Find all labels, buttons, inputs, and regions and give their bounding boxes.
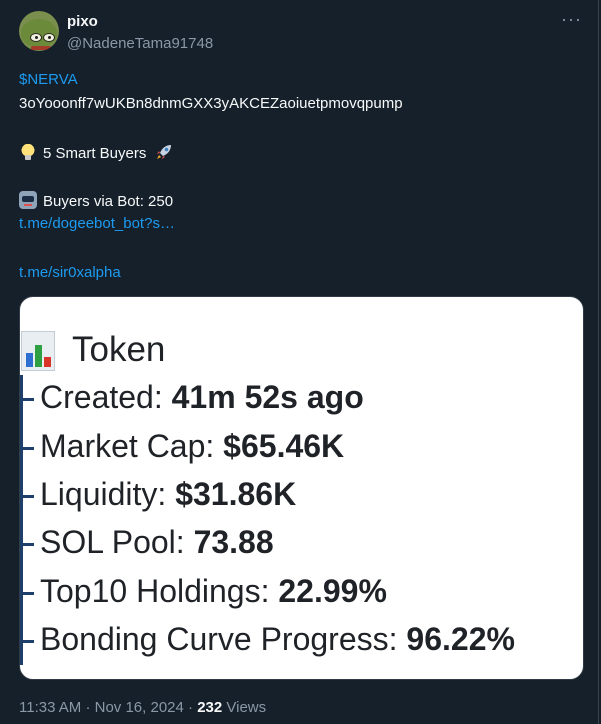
tweet-date[interactable]: Nov 16, 2024 [94, 699, 184, 716]
tweet-meta: 11:33 AM · Nov 16, 2024 · 232 Views [19, 699, 267, 716]
card-title: Token [72, 330, 166, 369]
tree-line [20, 375, 23, 665]
token-row-liquidity: Liquidity: $31.86K [20, 472, 296, 516]
row-value: 73.88 [193, 524, 274, 560]
dogeebot-link[interactable]: t.me/dogeebot_bot?s… [19, 215, 175, 232]
pepe-face-icon [21, 19, 57, 50]
smart-buyers-text: 5 Smart Buyers [43, 145, 147, 162]
bar-chart-icon [21, 331, 55, 371]
row-label: Liquidity: [40, 476, 176, 512]
row-value: $65.46K [223, 428, 345, 464]
buyers-via-bot-line: Buyers via Bot: 250 [19, 191, 173, 212]
token-info-image[interactable]: Token Created: 41m 52s ago Market Cap: $… [19, 296, 584, 680]
row-label: Market Cap: [40, 428, 224, 464]
sir0xalpha-link[interactable]: t.me/sir0xalpha [19, 264, 121, 281]
robot-icon [19, 191, 37, 209]
token-row-sol-pool: SOL Pool: 73.88 [20, 520, 274, 564]
rocket-icon [156, 145, 171, 159]
buyers-via-bot-text: Buyers via Bot: 250 [43, 193, 174, 210]
views-label: Views [226, 699, 267, 716]
more-options-icon[interactable]: ··· [561, 9, 582, 29]
token-row-market-cap: Market Cap: $65.46K [20, 424, 344, 468]
row-label: Created: [40, 379, 172, 415]
lightbulb-icon [19, 143, 37, 161]
token-row-top10: Top10 Holdings: 22.99% [20, 569, 387, 613]
row-value: $31.86K [175, 476, 297, 512]
smart-buyers-line: 5 Smart Buyers [19, 143, 173, 164]
author-handle[interactable]: @NadeneTama91748 [67, 35, 214, 52]
author-name[interactable]: pixo [67, 13, 98, 30]
row-label: Bonding Curve Progress: [40, 621, 407, 657]
avatar[interactable] [19, 11, 59, 51]
token-row-bonding-curve: Bonding Curve Progress: 96.22% [20, 617, 515, 661]
row-value: 22.99% [278, 573, 387, 609]
contract-address: 3oYooonff7wUKBn8dnmGXX3yAKCEZaoiuetpmovq… [19, 95, 403, 112]
row-value: 41m 52s ago [171, 379, 364, 415]
row-value: 96.22% [406, 621, 515, 657]
ticker-link[interactable]: $NERVA [19, 71, 78, 88]
token-row-created: Created: 41m 52s ago [20, 375, 364, 419]
tweet-time[interactable]: 11:33 AM [19, 699, 82, 716]
row-label: SOL Pool: [40, 524, 194, 560]
views-count: 232 [197, 699, 223, 716]
row-label: Top10 Holdings: [40, 573, 279, 609]
